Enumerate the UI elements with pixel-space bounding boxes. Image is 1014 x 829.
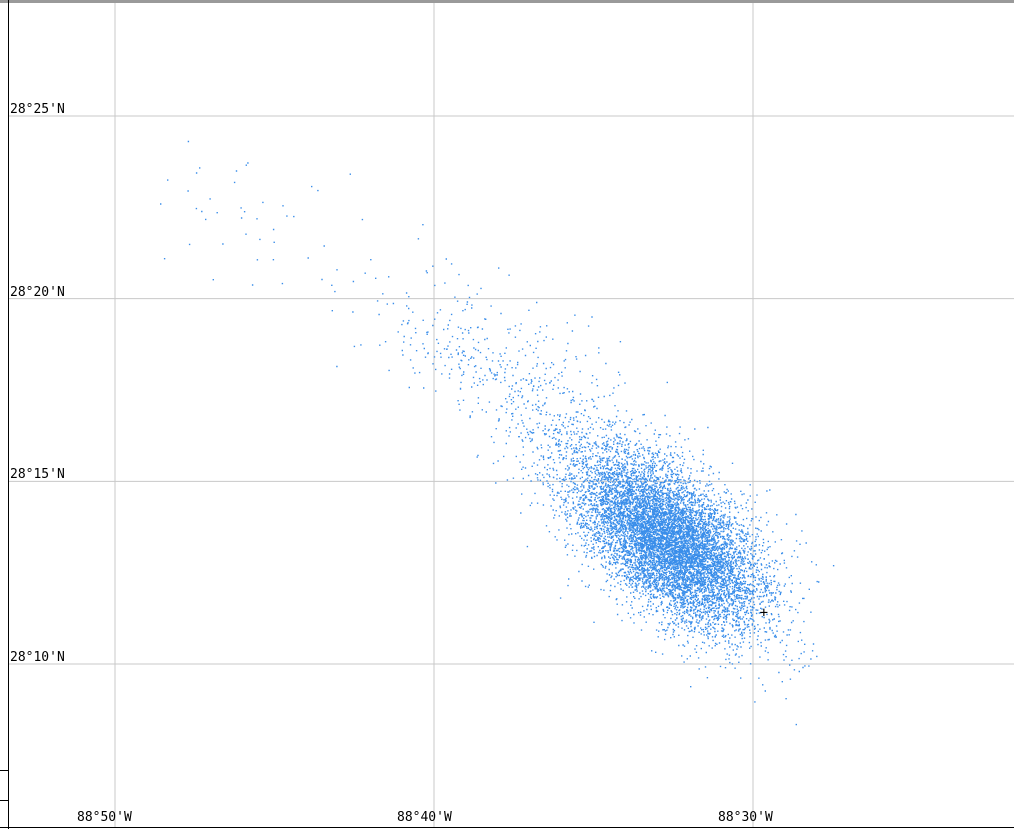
latitude-label: 28°10'N	[10, 650, 65, 665]
release-marker: +	[760, 605, 768, 621]
latitude-label: 28°15'N	[10, 467, 65, 482]
latitude-label: 28°20'N	[10, 285, 65, 300]
longitude-label: 88°30'W	[718, 810, 773, 825]
axis-tick-left-1	[0, 770, 8, 771]
longitude-label: 88°40'W	[397, 810, 452, 825]
map-border-left	[8, 0, 9, 829]
source-marker: +	[760, 605, 768, 621]
particle-cloud	[160, 140, 835, 726]
axis-tick-left-2	[0, 800, 8, 801]
longitude-label: 88°50'W	[77, 810, 132, 825]
map-border-bottom	[0, 827, 1014, 828]
graticule	[9, 3, 1014, 827]
map-border-top	[0, 0, 1014, 3]
oil-particles	[160, 140, 835, 726]
latitude-label: 28°25'N	[10, 102, 65, 117]
